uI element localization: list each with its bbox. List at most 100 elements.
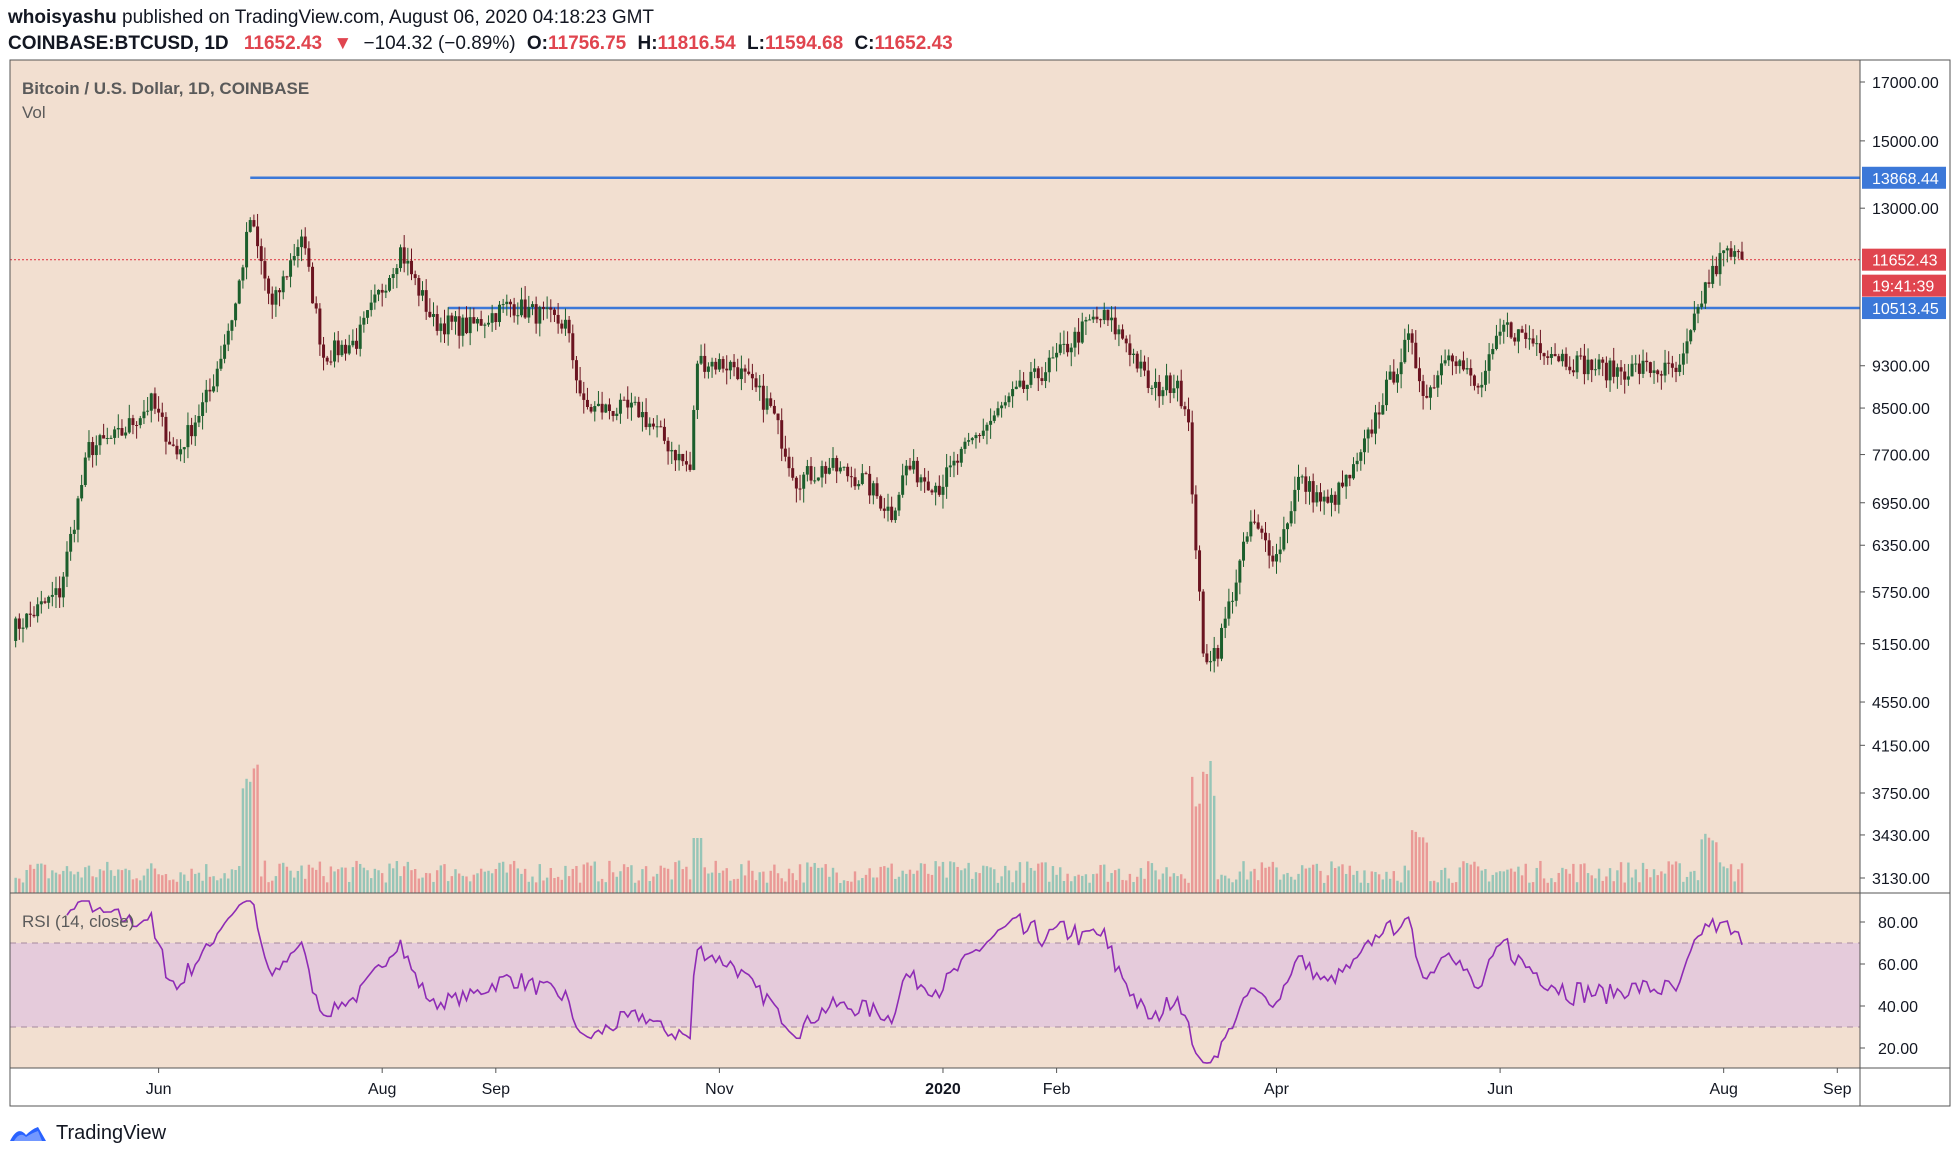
time-tick-label: Sep <box>1823 1081 1852 1098</box>
candle-body <box>1300 476 1304 478</box>
candle-body <box>754 378 758 388</box>
candle-body <box>223 344 227 359</box>
volume-bar <box>615 876 618 893</box>
volume-bar <box>146 868 149 893</box>
volume-bar <box>58 874 61 893</box>
volume-bar <box>604 882 607 893</box>
volume-bar <box>751 870 754 893</box>
volume-bar <box>666 868 670 893</box>
candle-body <box>1645 360 1649 363</box>
volume-bar <box>1608 868 1612 893</box>
candle-body <box>1337 482 1341 505</box>
volume-bar <box>776 873 780 893</box>
volume-bar <box>872 877 875 893</box>
level-lines[interactable] <box>10 176 1860 310</box>
candle-body <box>1612 360 1616 377</box>
candle-body <box>94 445 98 456</box>
candle-body <box>1681 353 1685 365</box>
candle-body <box>1044 372 1048 382</box>
candle-body <box>1000 405 1004 409</box>
candle-body <box>21 627 25 629</box>
volume-bar <box>692 838 695 893</box>
candle-body <box>1022 380 1026 390</box>
candle-body <box>1714 265 1718 275</box>
volume-bar <box>736 878 739 893</box>
volume-bar <box>1531 882 1535 893</box>
author-name[interactable]: whoisyashu <box>8 7 117 28</box>
volume-bar <box>21 882 25 893</box>
volume-bar <box>952 862 956 893</box>
rsi-pane <box>10 893 1860 1068</box>
volume-bars <box>14 760 1744 893</box>
volume-bar <box>65 866 69 893</box>
volume-bar <box>1374 871 1377 893</box>
volume-bar <box>974 872 978 893</box>
candle-body <box>102 435 106 439</box>
candle-body <box>1275 554 1279 562</box>
volume-bar <box>1693 870 1696 893</box>
volume-bar <box>179 872 182 893</box>
volume-bar <box>1542 878 1546 893</box>
volume-bar <box>1205 774 1209 893</box>
volume-bar <box>1249 871 1253 893</box>
volume-bar <box>512 860 516 893</box>
candle-body <box>1678 364 1682 372</box>
volume-bar <box>1594 878 1597 893</box>
volume-bar <box>1132 881 1135 893</box>
time-tick-label: Nov <box>705 1081 733 1098</box>
candle-body <box>388 277 392 291</box>
rsi-band <box>10 943 1860 1027</box>
volume-bar <box>51 870 54 893</box>
volume-bar <box>1707 837 1711 893</box>
tradingview-footer[interactable]: TradingView <box>8 1118 166 1148</box>
volume-bar <box>1026 861 1029 893</box>
volume-bar <box>1392 871 1396 893</box>
volume-bar <box>1183 878 1187 893</box>
volume-bar <box>1410 830 1414 893</box>
volume-bar <box>828 876 831 893</box>
candle-body <box>83 457 87 486</box>
candle-body <box>292 256 296 261</box>
volume-bar <box>699 838 703 893</box>
volume-bar <box>476 873 479 893</box>
candle-body <box>1088 319 1092 321</box>
candle-body <box>1604 362 1608 381</box>
candle-body <box>1403 339 1407 363</box>
volume-bar <box>1564 869 1568 893</box>
volume-bar <box>1546 882 1549 893</box>
candle-body <box>1055 352 1059 358</box>
price-axis[interactable]: 17000.00 15000.00 13000.00 9300.00 8500.00 77… <box>1860 75 1946 1058</box>
candle-body <box>307 248 311 267</box>
volume-bar <box>648 881 651 893</box>
price-tick-label: 6950.00 <box>1872 496 1930 513</box>
volume-bar <box>1337 866 1341 893</box>
volume-bar <box>87 865 91 893</box>
volume-bar <box>633 882 637 893</box>
candle-body <box>886 506 890 511</box>
candle-body <box>329 361 333 363</box>
volume-bar <box>153 868 157 893</box>
volume-bar <box>567 876 571 893</box>
candle-body <box>58 588 62 598</box>
candle-body <box>1304 476 1308 492</box>
candle-body <box>366 310 370 318</box>
candle-body <box>1406 333 1410 340</box>
volume-bar <box>366 870 369 893</box>
time-axis[interactable]: Jun Aug Sep Nov 2020 Feb Apr Jun Aug Sep <box>146 1068 1852 1098</box>
rsi-tick-label: 60.00 <box>1878 957 1918 974</box>
candle-body <box>952 460 956 466</box>
volume-bar <box>18 878 21 893</box>
candle-body <box>1183 406 1187 410</box>
candle-body <box>1198 550 1202 592</box>
volume-bar <box>1674 861 1678 893</box>
candle-body <box>897 494 901 511</box>
candle-body <box>1216 648 1220 659</box>
price-tick-label: 8500.00 <box>1872 401 1930 418</box>
volume-bar <box>560 879 563 893</box>
candle-body <box>1058 344 1062 353</box>
candle-body <box>1348 474 1352 479</box>
candle-body <box>600 403 604 413</box>
candle-body <box>1498 331 1502 336</box>
volume-bar <box>1319 870 1322 893</box>
